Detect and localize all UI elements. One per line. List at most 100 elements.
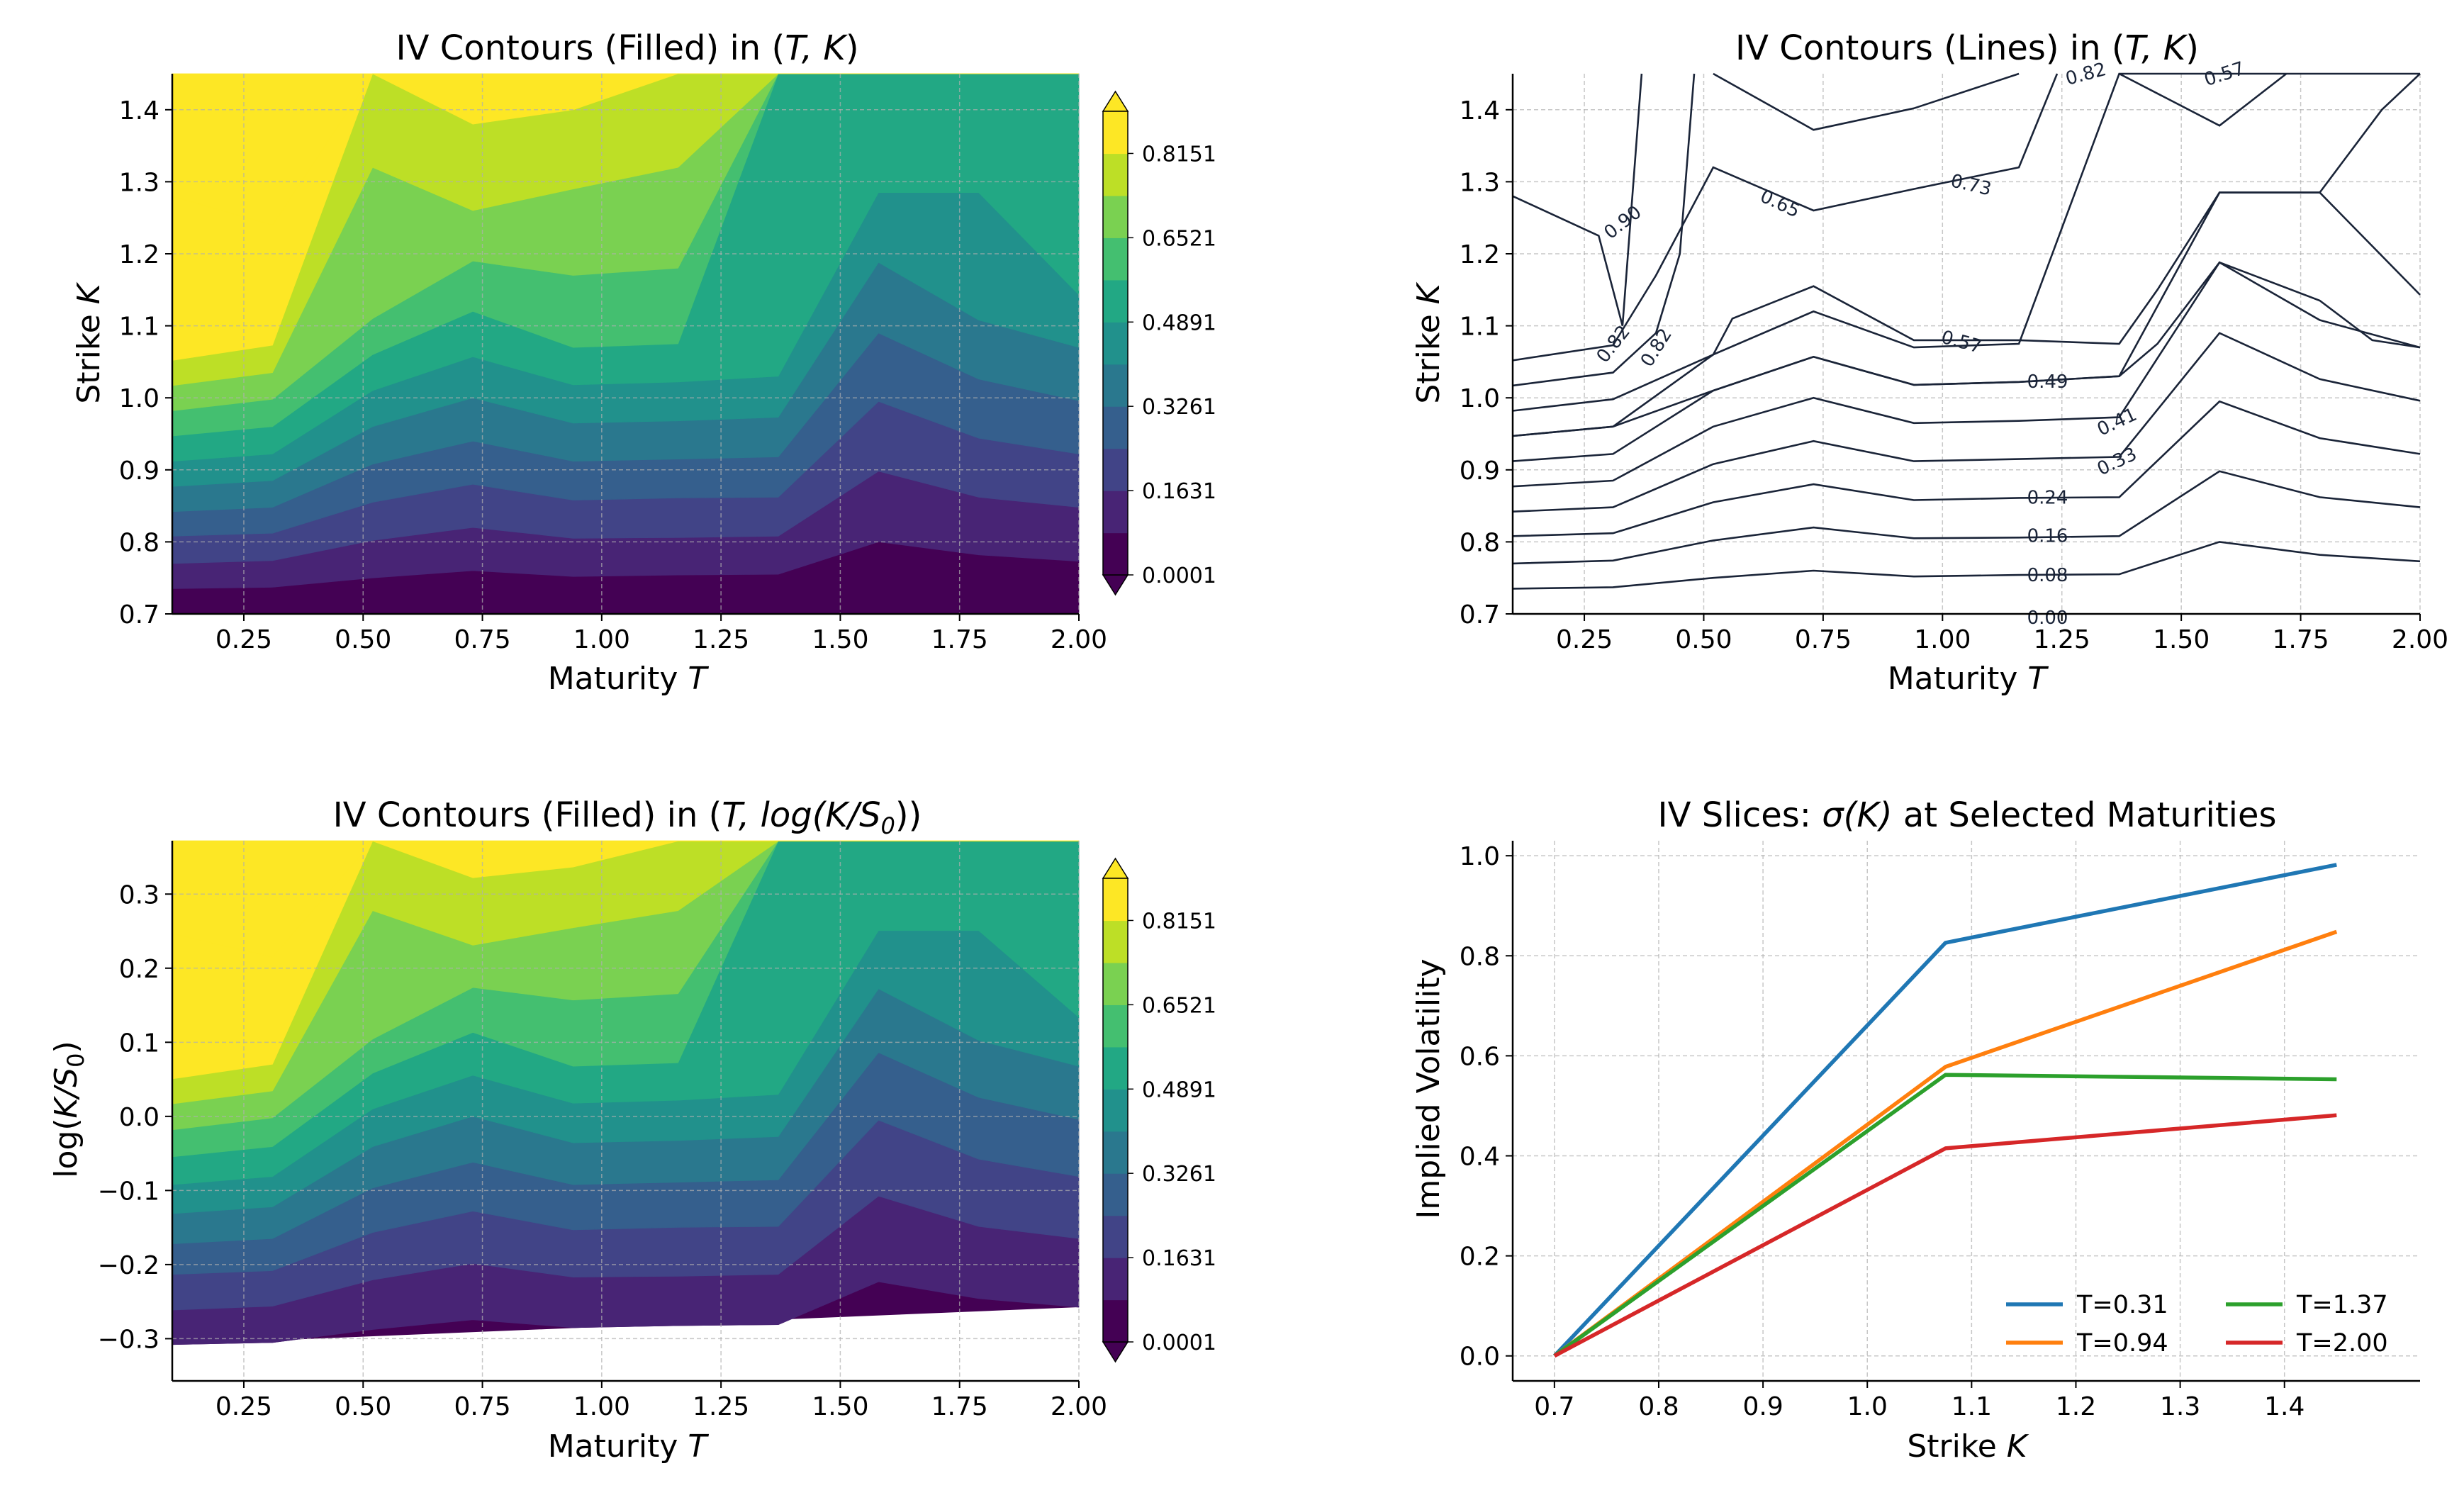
contour-label: 0.82 [1637, 325, 1676, 371]
colorbar-frame [1102, 111, 1129, 576]
colorbar-segment [1103, 920, 1128, 963]
y-tick-label: 1.0 [1460, 842, 1500, 871]
colorbar-segment [1103, 322, 1128, 365]
contour-line [1512, 73, 2421, 412]
x-tick-label: 0.25 [215, 625, 272, 654]
contour-line [1512, 332, 2421, 513]
contour-label: 0.24 [2027, 487, 2068, 508]
contour-label: 0.49 [2027, 371, 2068, 393]
y-tick-label: 0.7 [119, 600, 159, 629]
x-tick-label: 1.50 [812, 1392, 868, 1421]
x-tick-label: 0.25 [1556, 625, 1613, 654]
colorbar-segment [1103, 491, 1128, 534]
panel-title: IV Slices: σ(K) at Selected Maturities [1657, 795, 2276, 835]
y-axis-label: Strike K [71, 281, 107, 403]
x-tick-label: 1.50 [2153, 625, 2210, 654]
colorbar-extend-max [1102, 90, 1129, 112]
panel-filled-tk: IV Contours (Filled) in (T, K) Maturity … [71, 28, 1216, 697]
contour-line [1512, 400, 2421, 537]
colorbar-segment [1103, 1258, 1128, 1301]
axes: 0.7 0.8 0.9 1.0 1.1 1.2 1.3 1.4 0.0 0.2 0.4 0.6 0.8 1… [1460, 841, 2420, 1421]
x-tick-label: 1.25 [693, 625, 749, 654]
x-tick-label: 0.50 [335, 625, 391, 654]
panel-title: IV Contours (Lines) in (T, K) [1735, 28, 2199, 68]
colorbar-tick-label: 0.0001 [1142, 1331, 1216, 1355]
panel-lines-tk: IV Contours (Lines) in (T, K) Maturity T… [1411, 28, 2448, 697]
colorbar-extend-min [1102, 1341, 1129, 1363]
x-tick-label: 1.75 [931, 625, 988, 654]
contour-label: 0.57 [2202, 58, 2247, 91]
y-tick-label: 0.8 [119, 528, 159, 557]
colorbar-segment [1103, 962, 1128, 1005]
contour-line [1512, 470, 2421, 565]
colorbar-segment [1103, 1004, 1128, 1048]
y-axis-label: Implied Volatility [1411, 958, 1447, 1219]
y-tick-label: 0.8 [1460, 942, 1500, 971]
colorbar-tick-label: 0.6521 [1142, 226, 1216, 251]
colorbar-segment [1103, 153, 1128, 196]
contour-line [1512, 261, 2421, 437]
contour-line [1512, 73, 1643, 326]
y-tick-label: 1.2 [1460, 240, 1500, 269]
panel-filled-log-moneyness: IV Contours (Filled) in (T, log(K/S0)) M… [48, 795, 1216, 1465]
colorbar-tick-label: 0.1631 [1142, 1246, 1216, 1271]
x-axis-label: Maturity T [548, 1428, 710, 1465]
colorbar-tick-label: 0.4891 [1142, 310, 1216, 335]
y-tick-label: 0.0 [119, 1103, 159, 1132]
x-tick-label: 2.00 [2392, 625, 2448, 654]
series-line [1553, 1113, 2337, 1358]
x-axis-label: Strike K [1907, 1428, 2029, 1465]
colorbar-segment [1103, 195, 1128, 238]
x-tick-label: 1.75 [931, 1392, 988, 1421]
y-tick-label: 0.9 [119, 457, 159, 486]
colorbar-tick-label: 0.0001 [1142, 564, 1216, 588]
contour-line [1512, 261, 2421, 488]
x-axis-label: Maturity T [1888, 661, 2049, 697]
y-tick-label: 0.2 [119, 955, 159, 984]
y-tick-label: 1.3 [119, 168, 159, 197]
colorbar-segment [1103, 532, 1128, 576]
series-line [1553, 1073, 2337, 1358]
contour-line [1512, 73, 2059, 362]
y-tick-label: 0.3 [119, 880, 159, 909]
colorbar-tick-label: 0.3261 [1142, 1162, 1216, 1187]
y-tick-label: 1.0 [119, 384, 159, 413]
grid [172, 841, 1080, 1381]
panel-title: IV Contours (Filled) in (T, K) [396, 28, 858, 68]
y-tick-label: 1.1 [119, 313, 159, 342]
y-tick-label: 0.7 [1460, 600, 1500, 629]
x-tick-label: 0.75 [454, 1392, 510, 1421]
colorbar-extend-min [1102, 574, 1129, 596]
contour-label: 0.33 [2094, 444, 2140, 481]
x-axis-label: Maturity T [548, 661, 710, 697]
colorbar-tick-label: 0.1631 [1142, 479, 1216, 504]
colorbar: 0.0001 0.1631 0.3261 0.4891 0.6521 0.8151 [1102, 857, 1216, 1363]
x-tick-label: 0.75 [1795, 625, 1852, 654]
y-tick-label: −0.3 [98, 1325, 159, 1354]
y-tick-label: 1.4 [119, 96, 159, 125]
x-tick-label: 2.00 [1051, 1392, 1107, 1421]
legend-label: T=0.94 [2076, 1329, 2168, 1358]
x-tick-label: 0.50 [335, 1392, 391, 1421]
y-tick-label: 1.1 [1460, 313, 1500, 342]
y-tick-label: 0.6 [1460, 1042, 1500, 1071]
filled-contour-regions [172, 840, 1080, 1345]
colorbar-segment [1103, 1299, 1128, 1343]
contour-label: 0.41 [2094, 404, 2140, 441]
y-tick-label: 0.0 [1460, 1343, 1500, 1372]
y-tick-label: 1.2 [119, 240, 159, 269]
series-line [1553, 929, 2338, 1358]
x-tick-label: 0.25 [215, 1392, 272, 1421]
legend: T=0.31 T=1.37 T=0.94 T=2.00 [2006, 1291, 2388, 1358]
axes: 0.25 0.50 0.75 1.00 1.25 1.50 1.75 2.00 −0.3 −0.2… [98, 841, 1107, 1421]
series-line [1552, 863, 2337, 1358]
legend-label: T=1.37 [2296, 1291, 2388, 1319]
panel-title: IV Contours (Filled) in (T, log(K/S0)) [333, 795, 922, 839]
contour-line [1512, 73, 1696, 387]
y-tick-label: −0.1 [98, 1177, 159, 1206]
contour-band [172, 73, 1079, 225]
x-tick-label: 2.00 [1051, 625, 1107, 654]
contour-label: 0.82 [1593, 322, 1635, 367]
